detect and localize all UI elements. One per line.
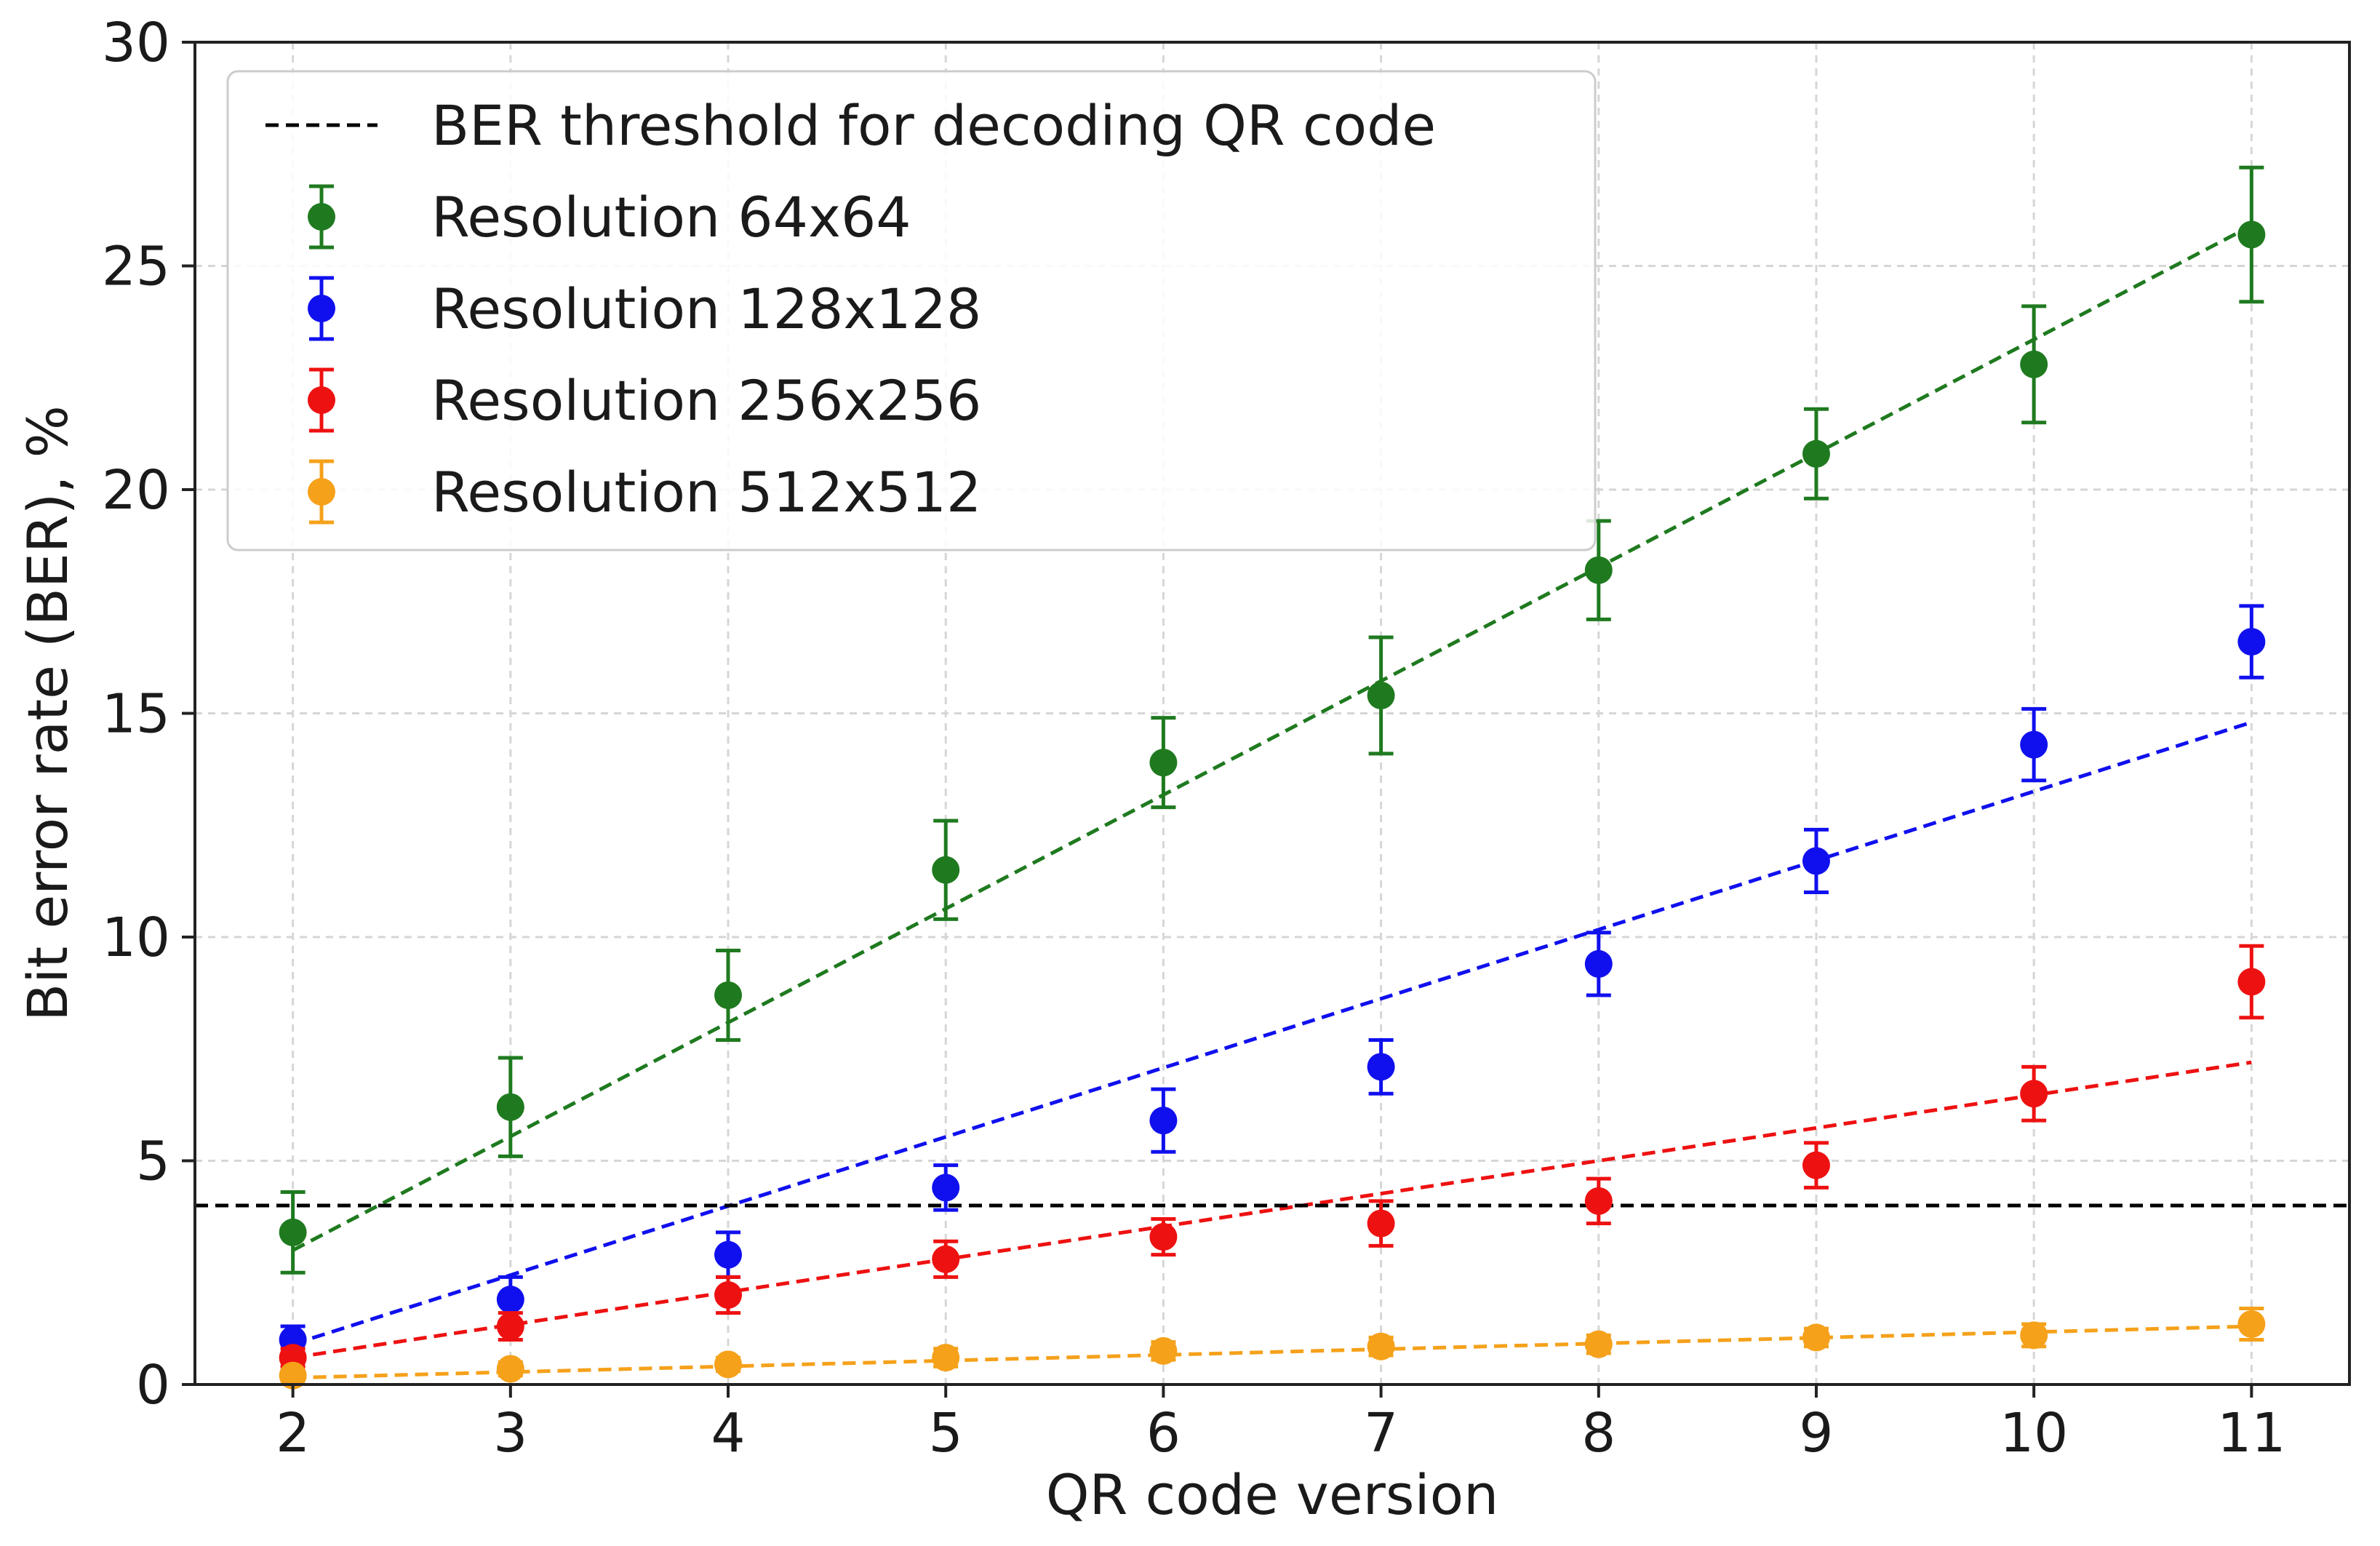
data-points — [279, 165, 2266, 1390]
data-point — [2020, 1321, 2048, 1350]
x-tick-label: 2 — [276, 1402, 310, 1465]
legend-marker — [308, 203, 335, 231]
axis-ticks: 2 3 4 5 6 7 8 9 10 11 0 5 10 15 20 25 30 — [102, 12, 2286, 1465]
data-point — [1584, 1330, 1613, 1358]
legend-box — [226, 70, 1597, 551]
data-point — [1149, 1336, 1178, 1365]
legend-marker — [308, 295, 335, 322]
data-point — [1584, 556, 1613, 584]
data-point — [1584, 949, 1613, 978]
data-point — [932, 1344, 960, 1372]
y-tick-label: 15 — [102, 683, 170, 746]
legend-series-label: Resolution 128x128 — [431, 276, 981, 341]
legend-series-label: Resolution 256x256 — [431, 368, 981, 433]
x-tick-label: 8 — [1581, 1402, 1616, 1465]
data-point — [714, 1281, 743, 1309]
x-tick-label: 6 — [1146, 1402, 1181, 1465]
y-tick-label: 5 — [136, 1131, 170, 1193]
x-tick-label: 10 — [2000, 1402, 2068, 1465]
legend-marker — [308, 478, 335, 506]
data-point — [496, 1312, 524, 1341]
x-tick-label: 11 — [2217, 1402, 2285, 1465]
y-tick-label: 0 — [136, 1354, 170, 1416]
data-point — [2237, 220, 2266, 249]
data-point — [1149, 1223, 1178, 1251]
data-point — [1149, 1107, 1178, 1135]
y-tick-label: 30 — [102, 12, 170, 74]
data-point — [1367, 681, 1395, 709]
data-point — [714, 1350, 743, 1379]
data-point — [1584, 1187, 1613, 1215]
data-point — [1802, 1151, 1830, 1179]
x-axis-label: QR code version — [1046, 1462, 1499, 1527]
legend: BER threshold for decoding QR code Resolu… — [226, 70, 1597, 551]
data-point — [714, 1240, 743, 1269]
legend-threshold-label: BER threshold for decoding QR code — [431, 93, 1436, 158]
fit-lines — [292, 223, 2253, 1380]
data-point — [1367, 1053, 1395, 1081]
data-point — [2020, 350, 2048, 378]
y-tick-label: 20 — [102, 459, 170, 522]
data-point — [279, 1361, 307, 1390]
x-tick-label: 9 — [1799, 1402, 1833, 1465]
data-point — [1802, 1323, 1830, 1352]
data-point — [279, 1218, 307, 1246]
y-tick-label: 25 — [102, 236, 170, 298]
fit-line-resolution-256x256 — [292, 1060, 2252, 1360]
data-point — [1802, 847, 1830, 875]
data-point — [1367, 1332, 1395, 1360]
data-point — [1149, 749, 1178, 777]
data-point — [2237, 968, 2266, 996]
legend-series-label: Resolution 512x512 — [431, 460, 981, 525]
y-tick-label: 10 — [102, 907, 170, 969]
data-point — [932, 1245, 960, 1273]
data-point — [932, 856, 960, 884]
y-axis-label: Bit error rate (BER), % — [15, 405, 80, 1021]
fit-line-resolution-64x64 — [292, 223, 2253, 1252]
x-tick-label: 7 — [1364, 1402, 1398, 1465]
data-point — [2237, 628, 2266, 656]
data-point — [496, 1355, 524, 1383]
data-point — [2020, 1080, 2048, 1108]
data-point — [1367, 1209, 1395, 1238]
legend-marker — [308, 386, 335, 414]
fit-line-resolution-512x512 — [292, 1324, 2252, 1380]
data-point — [496, 1093, 524, 1121]
legend-series-label: Resolution 64x64 — [431, 185, 911, 250]
data-point — [714, 981, 743, 1009]
fit-line-resolution-128x128 — [292, 720, 2253, 1347]
data-point — [1802, 439, 1830, 468]
data-point — [932, 1174, 960, 1202]
x-tick-label: 5 — [929, 1402, 963, 1465]
data-point — [496, 1286, 524, 1314]
x-tick-label: 3 — [493, 1402, 527, 1465]
data-point — [2237, 1310, 2266, 1338]
data-point — [2020, 730, 2048, 759]
x-tick-label: 4 — [711, 1402, 745, 1465]
